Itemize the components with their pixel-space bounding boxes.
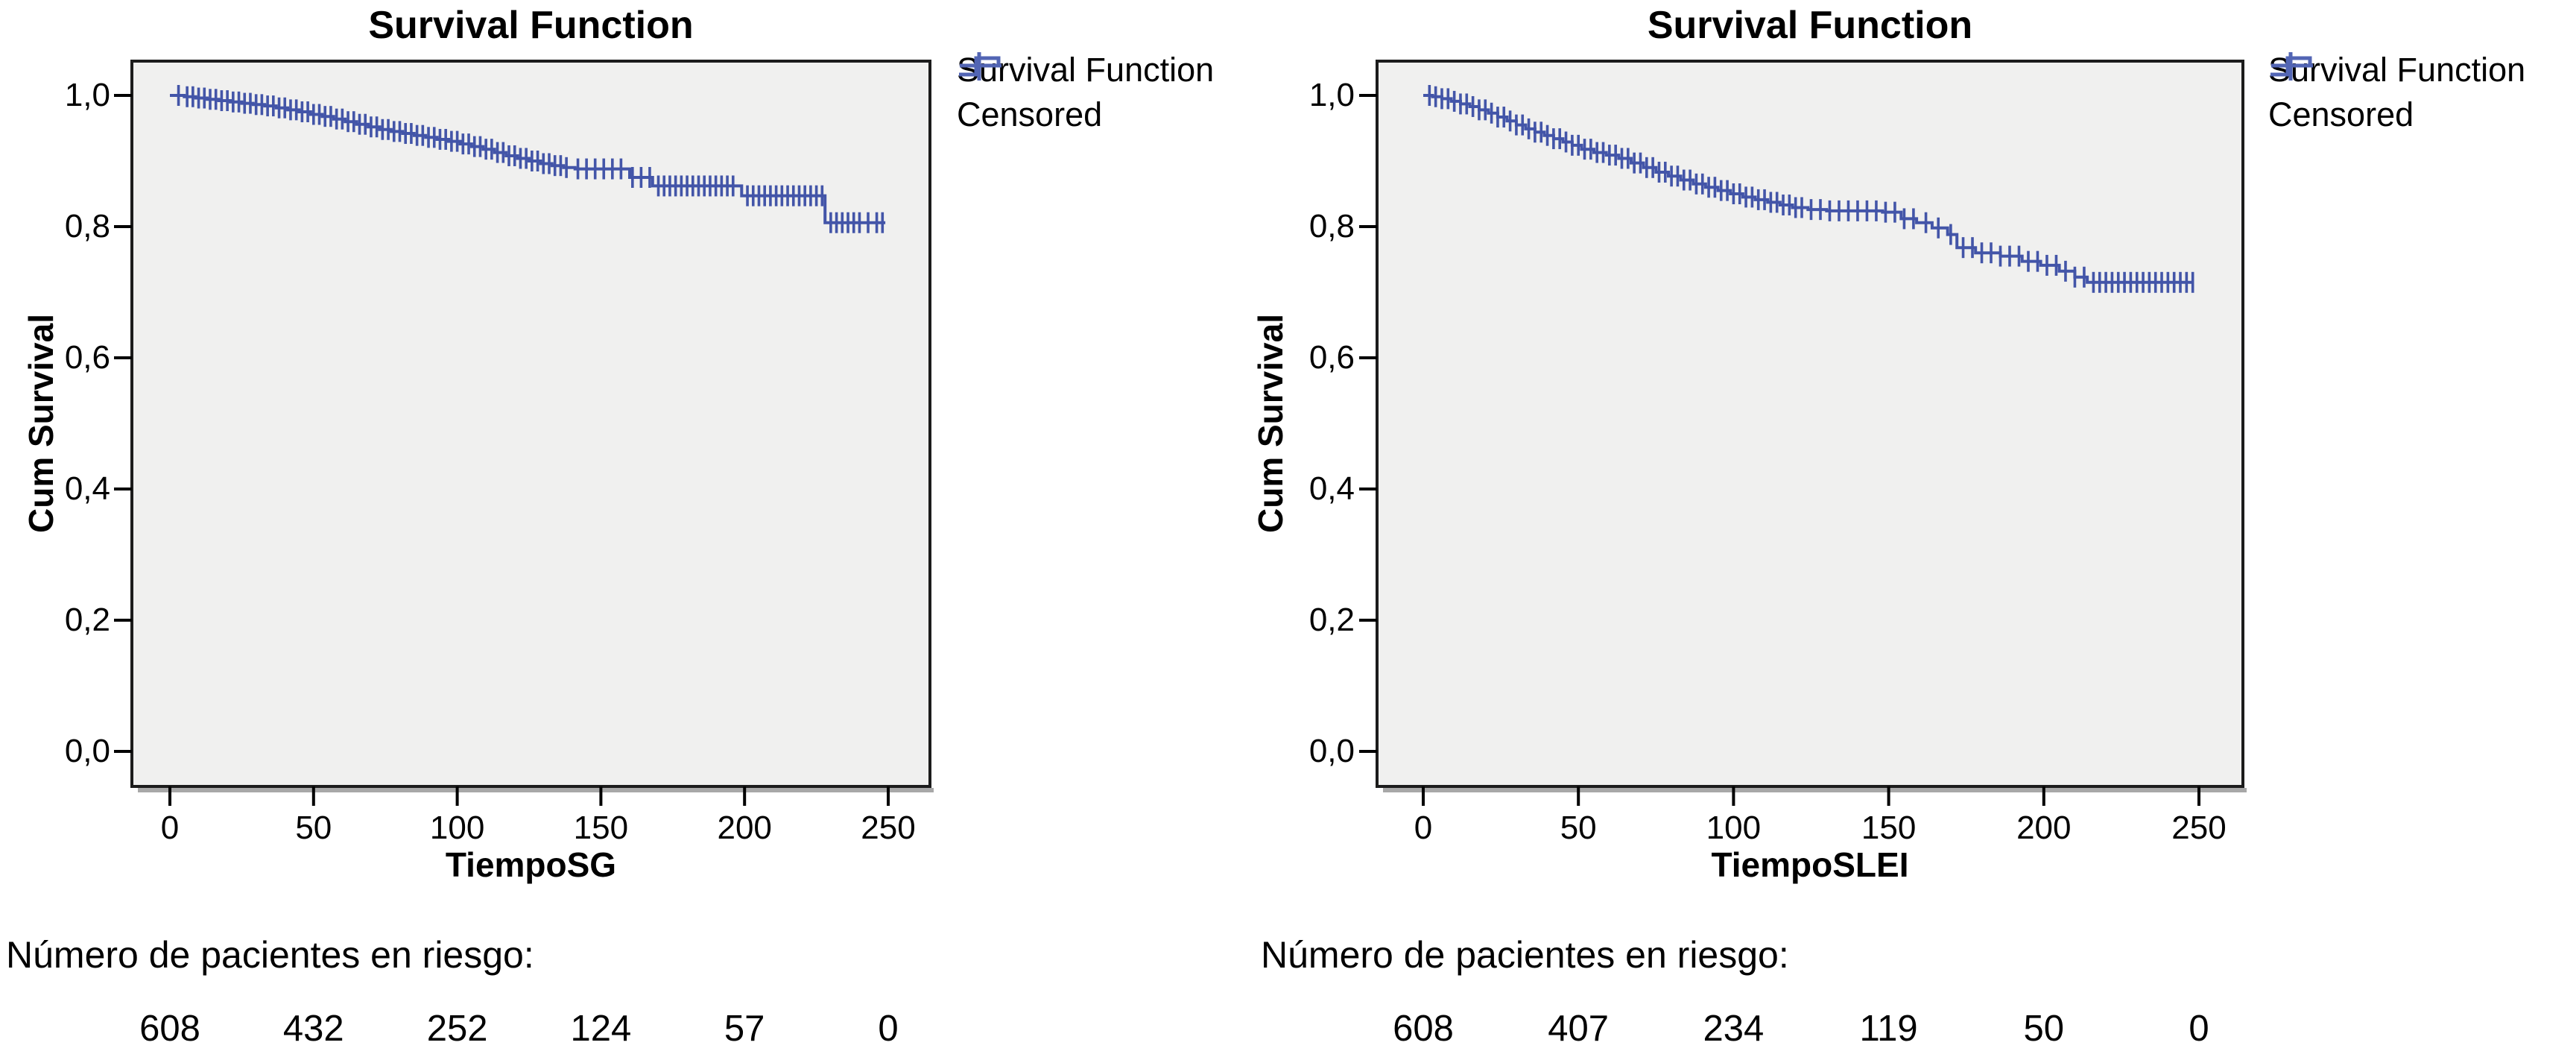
legend-label-censored: Censored xyxy=(957,95,1103,133)
x-tick-label: 250 xyxy=(2171,810,2227,846)
legend-left: Survival Function Censored xyxy=(957,51,1214,134)
legend-label-censored: Censored xyxy=(2268,95,2414,133)
risk-caption-right: Número de pacientes en riesgo: xyxy=(1261,934,1789,976)
risk-number: 50 xyxy=(2023,1009,2065,1049)
y-axis-label-left: Cum Survival xyxy=(22,314,60,533)
survival-function-line-icon xyxy=(2270,56,2312,77)
x-tick-label: 50 xyxy=(1560,810,1597,846)
x-tick-label: 50 xyxy=(295,810,332,846)
y-tick-label: 0,8 xyxy=(1308,208,1355,245)
x-tick-label: 0 xyxy=(160,810,180,846)
legend-right: Survival Function Censored xyxy=(2268,51,2525,134)
legend-row-survival: Survival Function xyxy=(2268,51,2525,89)
y-tick-label: 1,0 xyxy=(1308,77,1355,113)
x-tick-label: 100 xyxy=(1706,810,1762,846)
y-tick-label: 0,0 xyxy=(64,733,110,769)
risk-number: 124 xyxy=(570,1009,632,1049)
risk-number: 234 xyxy=(1703,1009,1765,1049)
chart-title-right: Survival Function xyxy=(1647,4,1973,47)
y-tick-label: 0,4 xyxy=(1308,470,1355,507)
y-tick-label: 0,0 xyxy=(1308,733,1355,769)
survival-curve xyxy=(170,94,886,224)
y-tick-label: 0,6 xyxy=(1308,339,1355,376)
risk-number: 252 xyxy=(426,1009,488,1049)
risk-number: 432 xyxy=(282,1009,344,1049)
plot-area xyxy=(1377,61,2243,786)
x-axis-label-left: TiempoSG xyxy=(445,845,617,884)
chart-title-left: Survival Function xyxy=(368,4,694,47)
legend-row-censored: Censored xyxy=(957,52,1214,134)
censored-plus-icon xyxy=(960,52,1001,81)
x-tick-label: 100 xyxy=(429,810,485,846)
survival-curve xyxy=(1423,94,2193,284)
x-tick-label: 150 xyxy=(1861,810,1917,846)
plot-frame xyxy=(1376,60,2244,788)
risk-number: 0 xyxy=(878,1009,899,1049)
x-tick-label: 250 xyxy=(861,810,916,846)
legend-row-censored: Censored xyxy=(2268,52,2525,134)
legend-row-survival: Survival Function xyxy=(957,51,1214,89)
risk-number: 119 xyxy=(1859,1009,1918,1049)
y-tick-label: 1,0 xyxy=(64,77,110,113)
x-axis-label-right: TiempoSLEI xyxy=(1711,845,1909,884)
y-axis-label-right: Cum Survival xyxy=(1251,314,1290,533)
x-tick-label: 200 xyxy=(717,810,772,846)
plot-frame xyxy=(130,60,931,788)
y-tick-label: 0,2 xyxy=(1308,602,1355,638)
y-tick-label: 0,8 xyxy=(64,208,110,245)
censored-plus-icon xyxy=(2271,52,2313,81)
y-tick-label: 0,4 xyxy=(64,470,110,507)
x-tick-label: 0 xyxy=(1414,810,1433,846)
y-tick-label: 0,2 xyxy=(64,602,110,638)
risk-number: 608 xyxy=(1393,1009,1454,1049)
survival-function-line-icon xyxy=(959,56,1001,77)
risk-number: 57 xyxy=(724,1009,765,1049)
x-tick-label: 200 xyxy=(2016,810,2072,846)
risk-number: 608 xyxy=(139,1009,200,1049)
risk-number: 0 xyxy=(2189,1009,2209,1049)
plot-area xyxy=(132,61,930,786)
risk-number: 407 xyxy=(1548,1009,1610,1049)
risk-caption-left: Número de pacientes en riesgo: xyxy=(6,934,534,976)
y-tick-label: 0,6 xyxy=(64,339,110,376)
x-tick-label: 150 xyxy=(573,810,629,846)
